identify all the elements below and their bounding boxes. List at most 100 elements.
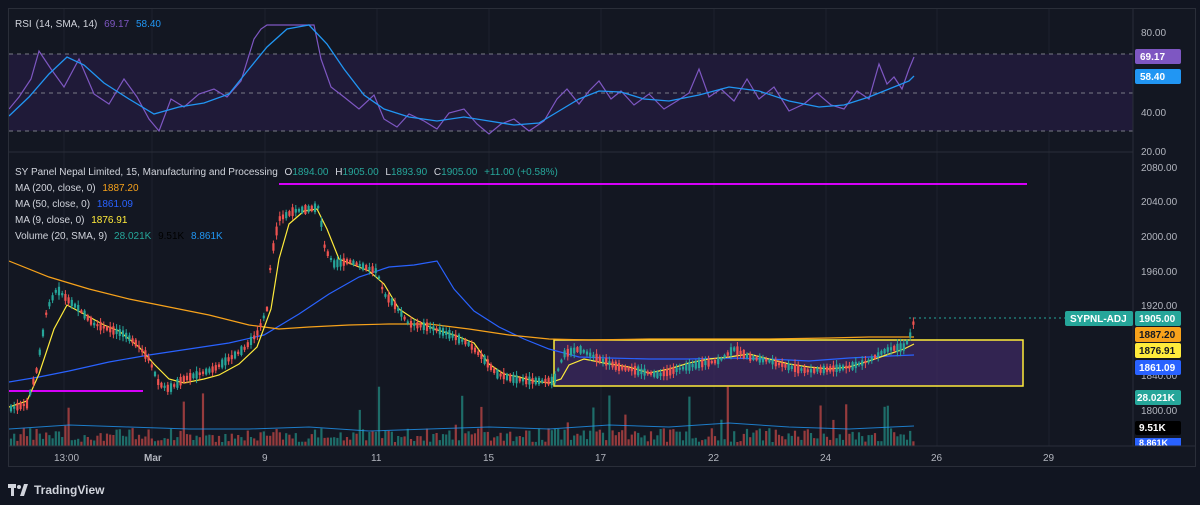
- volume-bar: [733, 431, 736, 446]
- candle: [176, 379, 179, 388]
- legend-volume-row[interactable]: Volume (20, SMA, 9) 28.021K 9.51K 8.861K: [15, 229, 562, 245]
- candle: [189, 373, 192, 381]
- volume-bar: [141, 438, 144, 446]
- candle: [416, 322, 419, 329]
- volume-badge: [1135, 390, 1181, 405]
- candle: [313, 203, 317, 213]
- candle: [813, 368, 816, 373]
- candle: [86, 315, 89, 321]
- volume-bar: [131, 428, 134, 446]
- volume-bar: [176, 437, 179, 446]
- legend-ma200-row[interactable]: MA (200, close, 0) 1887.20: [15, 181, 562, 197]
- ma50-line: [9, 260, 915, 383]
- candle: [67, 297, 70, 304]
- volume-bar: [467, 431, 470, 446]
- volume-bar: [425, 428, 429, 446]
- candle: [857, 362, 861, 366]
- rsi-sma-line: [9, 24, 915, 126]
- volume-bar: [755, 430, 758, 446]
- candle: [374, 268, 377, 273]
- candle: [662, 370, 665, 377]
- candle: [131, 338, 134, 343]
- volume-bar: [598, 429, 601, 446]
- volume-bar: [457, 440, 461, 446]
- legend-open: 1894.00: [292, 167, 329, 178]
- volume-bar: [627, 439, 630, 446]
- candle: [787, 363, 790, 371]
- volume-bar: [195, 435, 198, 446]
- volume-bar: [409, 439, 413, 446]
- volume-bar: [774, 429, 777, 446]
- candle: [685, 363, 688, 371]
- candle: [902, 343, 905, 351]
- candle: [217, 364, 221, 367]
- volume-bar: [902, 434, 905, 446]
- candle: [675, 367, 678, 372]
- volume-bar: [80, 441, 83, 446]
- candle: [464, 340, 467, 345]
- volume-bar: [109, 434, 112, 446]
- volume-bar: [649, 431, 653, 446]
- candle: [838, 364, 841, 371]
- volume-bar: [381, 438, 384, 446]
- candle: [105, 326, 109, 331]
- volume-bar: [787, 433, 790, 446]
- candle: [640, 368, 643, 375]
- candle: [681, 366, 685, 370]
- candle: [310, 205, 313, 212]
- candle: [195, 371, 198, 379]
- volume-bar: [438, 440, 441, 446]
- volume-bar: [470, 434, 473, 446]
- candle: [605, 358, 608, 366]
- candle: [499, 373, 502, 377]
- brand-name[interactable]: TradingView: [34, 483, 105, 497]
- volume-bar: [169, 428, 173, 446]
- volume-bar: [685, 431, 688, 446]
- chart-canvas[interactable]: 80.00 40.00 20.00 2080.00 2040.00 2000.0…: [9, 9, 1195, 466]
- candle: [115, 328, 118, 335]
- volume-bar: [509, 431, 512, 446]
- legend-ma50-row[interactable]: MA (50, close, 0) 1861.09: [15, 197, 562, 213]
- candle: [809, 369, 813, 373]
- legend-ma9-row[interactable]: MA (9, close, 0) 1876.91: [15, 213, 562, 229]
- candle: [713, 359, 717, 364]
- volume-bar: [153, 441, 157, 446]
- time-label-mar: Mar: [144, 453, 162, 464]
- volume-bar: [736, 442, 739, 446]
- volume-bar: [275, 429, 278, 446]
- volume-bar: [227, 441, 230, 446]
- price-axis[interactable]: 80.00 40.00 20.00 2080.00 2040.00 2000.0…: [1065, 9, 1181, 448]
- volume-bar: [643, 435, 646, 446]
- volume-bar: [208, 434, 211, 446]
- chart-panel[interactable]: 80.00 40.00 20.00 2080.00 2040.00 2000.0…: [8, 8, 1196, 467]
- tradingview-logo-icon[interactable]: [8, 484, 28, 496]
- volume-bar: [864, 441, 867, 446]
- volume-bar: [35, 429, 38, 446]
- candle: [89, 317, 93, 325]
- candle: [61, 293, 64, 296]
- candle: [35, 368, 38, 373]
- volume-bar: [502, 440, 505, 446]
- candle: [867, 359, 870, 363]
- time-label-26: 26: [931, 453, 943, 464]
- candle: [397, 308, 400, 311]
- volume-bar: [886, 405, 889, 446]
- volume-bar: [70, 440, 73, 446]
- rsi-legend[interactable]: RSI (14, SMA, 14) 69.17 58.40: [15, 19, 165, 30]
- rsi-legend-name: RSI: [15, 19, 32, 30]
- candles: [9, 201, 915, 414]
- main-legend[interactable]: SY Panel Nepal Limited, 15, Manufacturin…: [15, 165, 562, 245]
- candle: [16, 402, 19, 411]
- candle: [448, 330, 451, 339]
- candle: [784, 364, 787, 368]
- time-axis[interactable]: 13:00 Mar 9 11 15 17 22 24 26 29: [9, 445, 1195, 464]
- volume-bar: [832, 419, 835, 446]
- candle: [128, 335, 131, 341]
- candle: [611, 361, 614, 368]
- candle: [509, 374, 512, 382]
- volume-bar: [739, 441, 742, 446]
- volume-bar: [537, 428, 541, 446]
- volume-bar: [489, 440, 493, 446]
- svg-text:8.861K: 8.861K: [1139, 438, 1169, 448]
- candle: [445, 331, 448, 335]
